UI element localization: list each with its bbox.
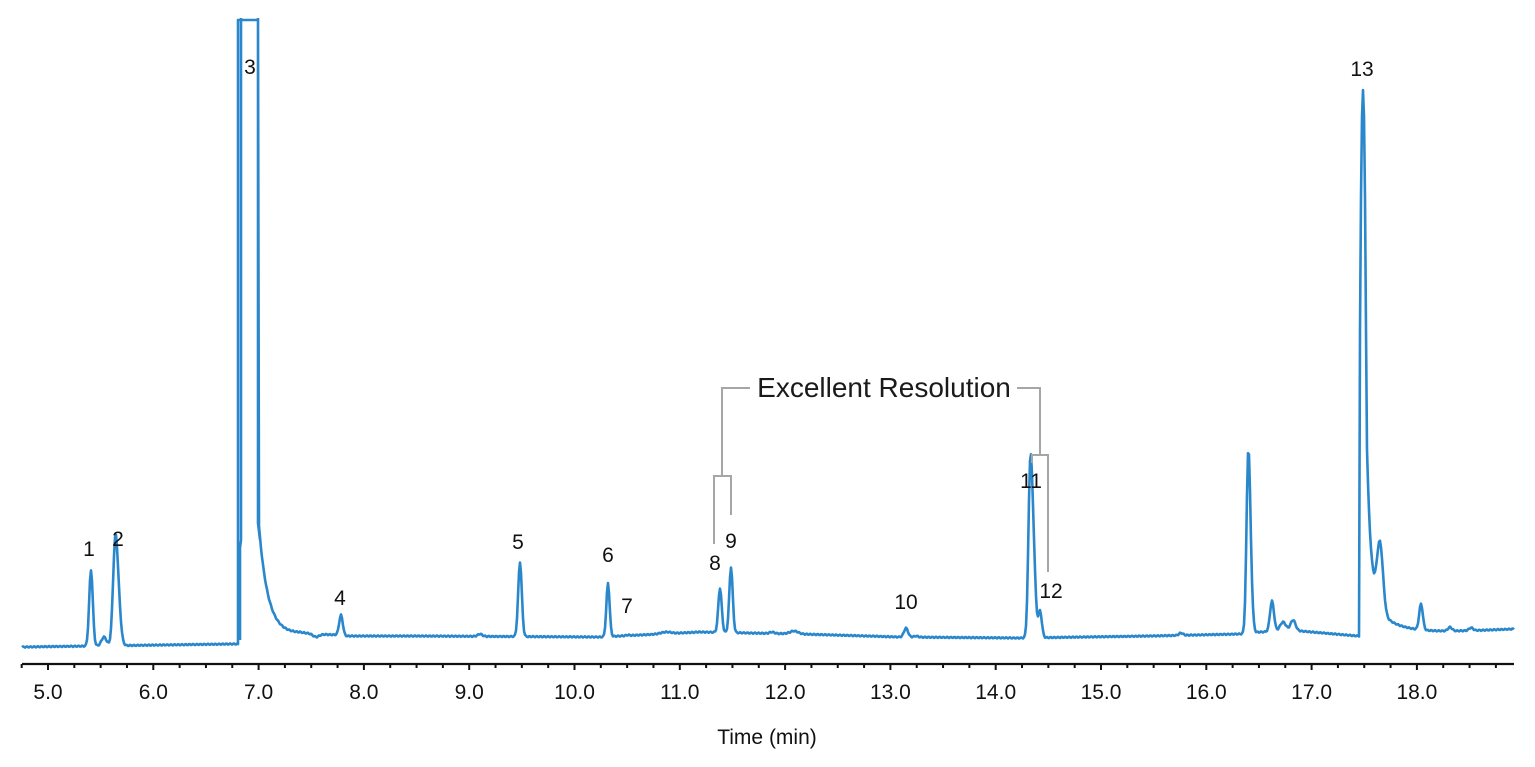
x-tick-label: 15.0	[1081, 681, 1122, 704]
x-tick-label: 5.0	[33, 681, 62, 704]
peak-label-13: 13	[1350, 58, 1373, 81]
resolution-brackets	[713, 387, 1049, 572]
bracket-peaks-11-12	[1031, 454, 1049, 572]
peak-label-7: 7	[621, 595, 633, 618]
x-tick-label: 6.0	[139, 681, 168, 704]
peak-label-8: 8	[709, 552, 721, 575]
x-tick-label: 11.0	[660, 681, 699, 704]
x-tick-label: 9.0	[455, 681, 484, 704]
chromatogram-trace	[21, 18, 1515, 649]
x-tick-label: 14.0	[975, 681, 1016, 704]
x-axis-tick-labels: 5.0 6.0 7.0 8.0 9.0 10.0 11.0 12.0 13.0 14.0 15.0 1…	[33, 681, 1437, 704]
x-tick-label: 17.0	[1291, 681, 1332, 704]
x-axis-ticks	[20, 664, 1497, 670]
bracket-peaks-8-9	[713, 475, 732, 544]
peak-label-2: 2	[112, 528, 124, 551]
peak-label-6: 6	[602, 544, 614, 567]
peak-label-3: 3	[244, 56, 256, 79]
bracket-right-connector	[1017, 387, 1041, 455]
peak-label-9: 9	[725, 530, 737, 553]
x-tick-label: 10.0	[554, 681, 595, 704]
x-tick-label: 7.0	[244, 681, 273, 704]
x-axis-title: Time (min)	[717, 726, 817, 749]
x-tick-label: 16.0	[1186, 681, 1227, 704]
peak-label-11: 11	[1020, 470, 1042, 493]
annotation-excellent-resolution: Excellent Resolution	[757, 372, 1011, 403]
peak-label-1: 1	[83, 538, 95, 561]
x-tick-label: 8.0	[349, 681, 378, 704]
bracket-left-connector	[721, 387, 750, 476]
x-tick-label: 13.0	[870, 681, 911, 704]
peak-label-4: 4	[334, 587, 346, 610]
peak-label-10: 10	[894, 591, 917, 614]
peak-label-12: 12	[1039, 580, 1062, 603]
x-tick-label: 12.0	[765, 681, 806, 704]
peak-label-5: 5	[512, 531, 524, 554]
x-tick-label: 18.0	[1396, 681, 1437, 704]
